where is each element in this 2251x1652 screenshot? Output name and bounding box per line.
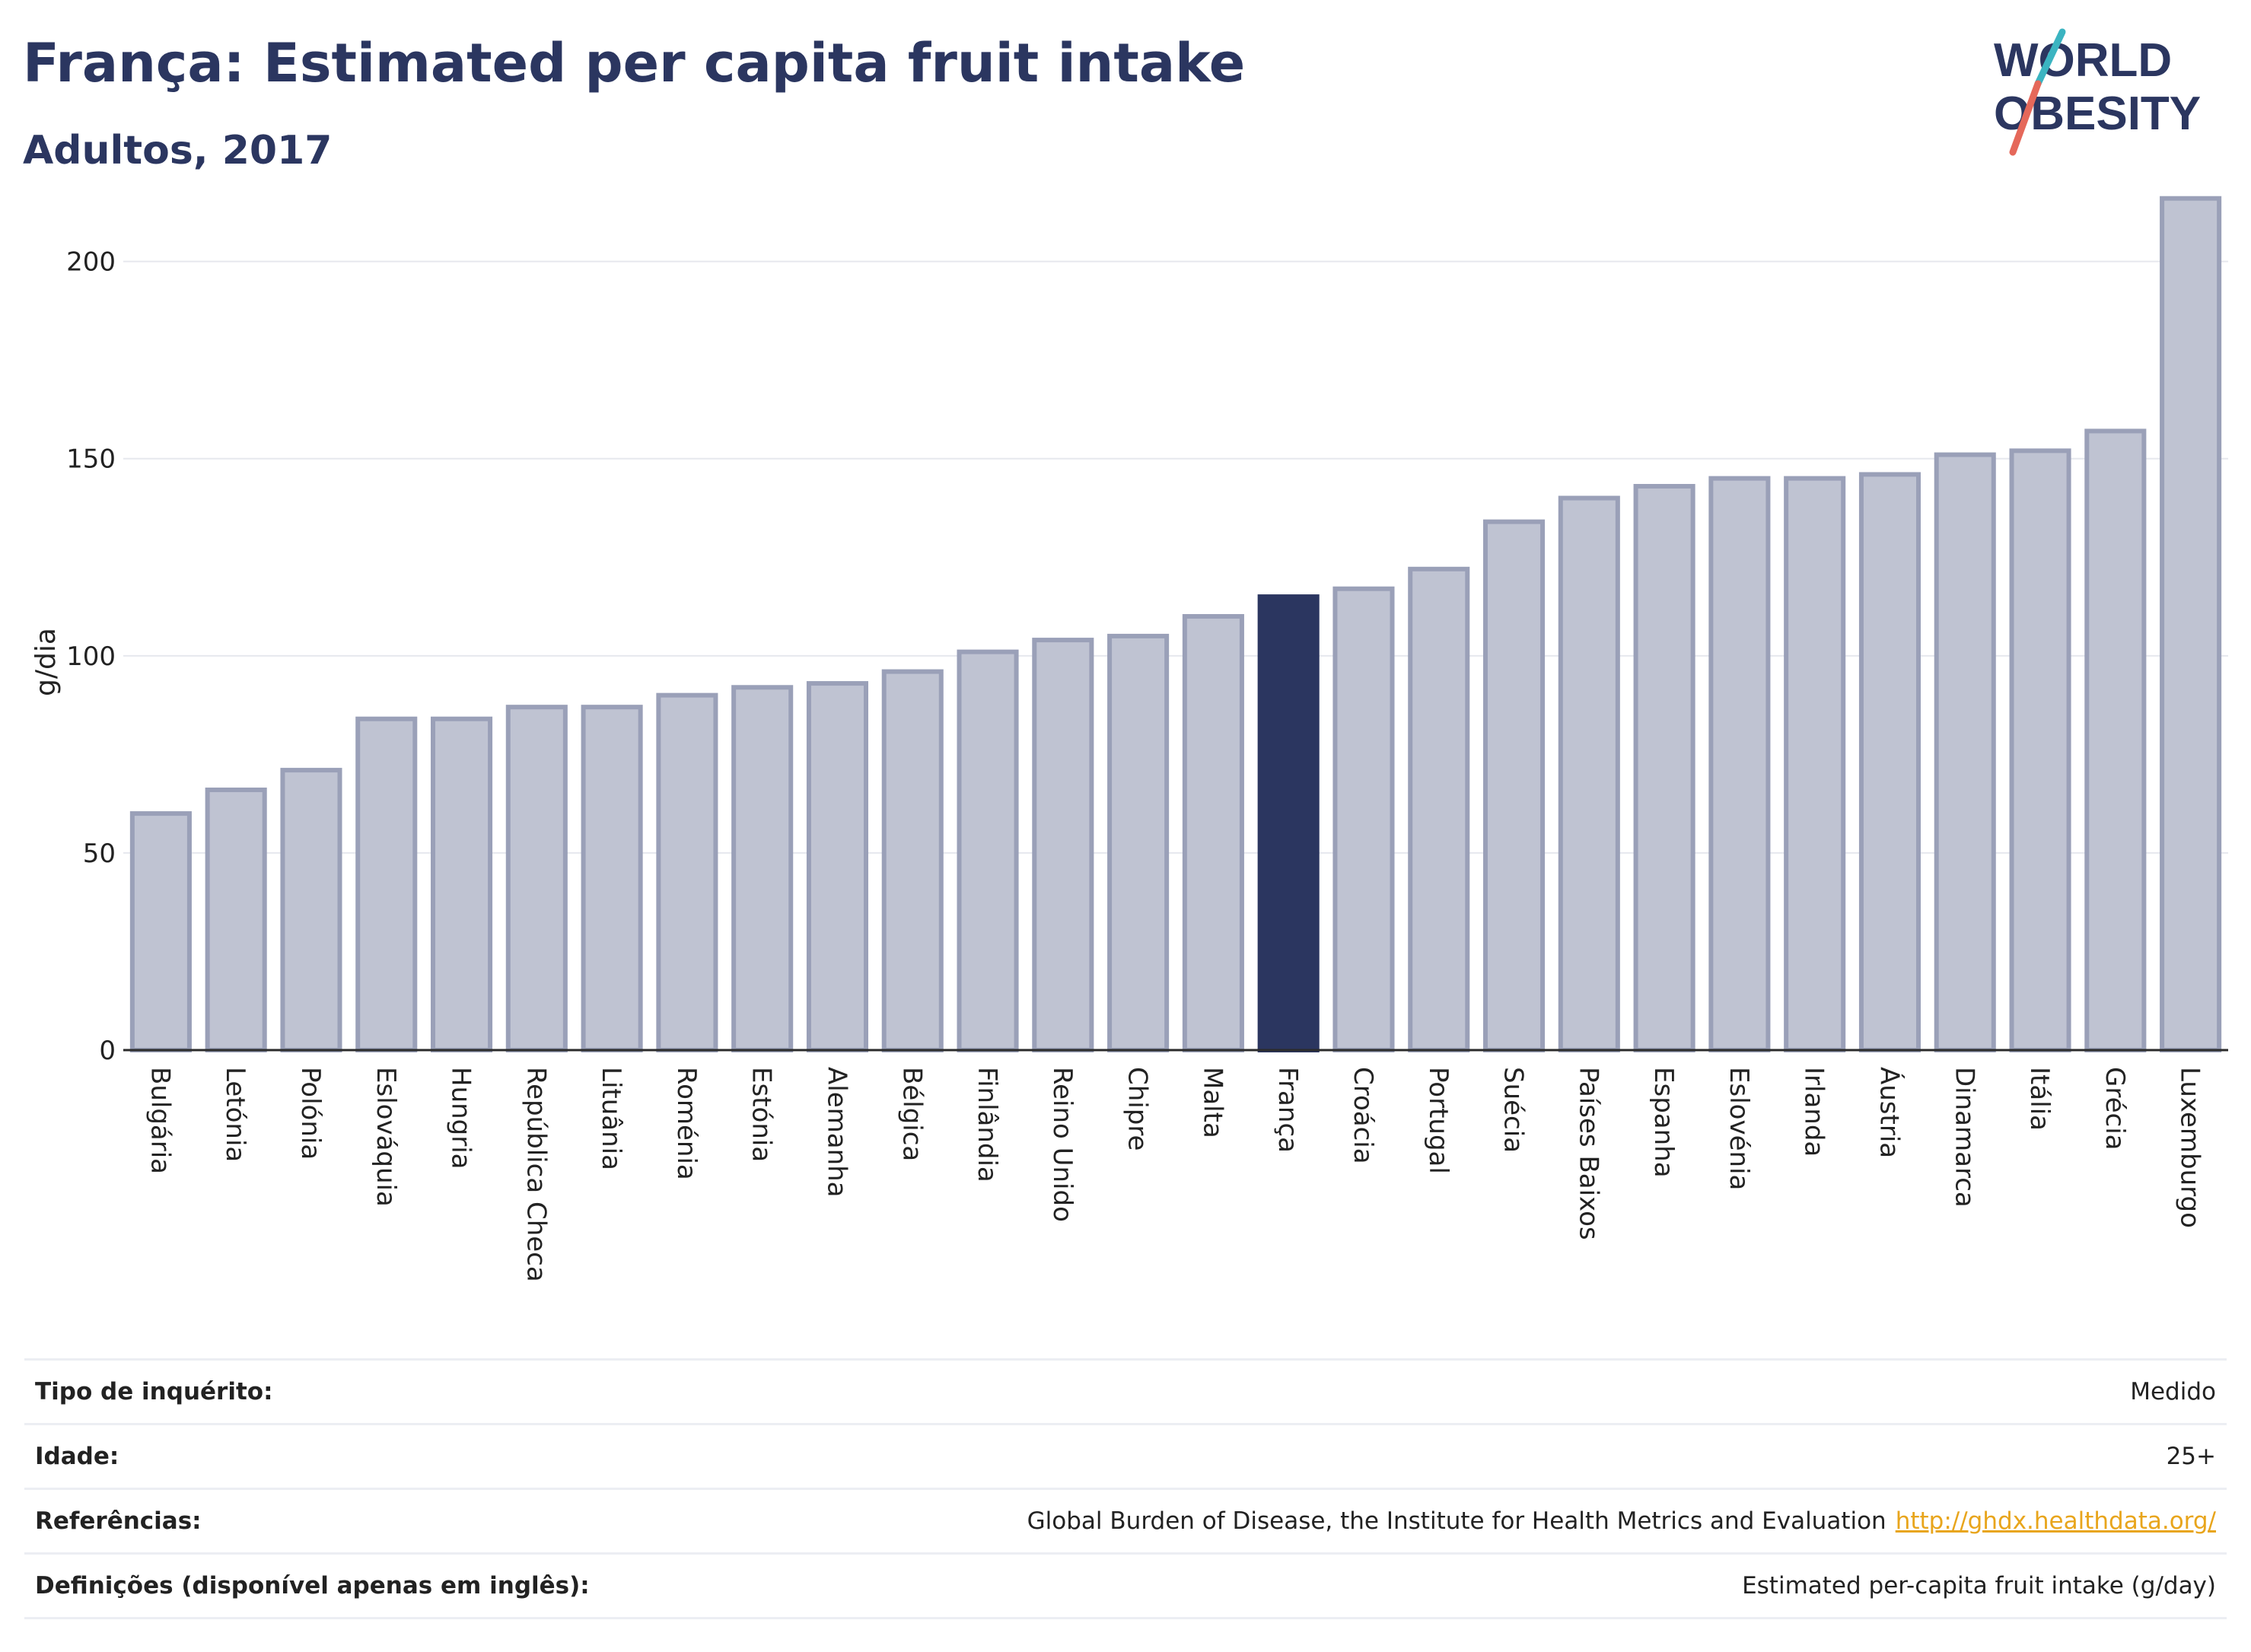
x-tick-label: Itália <box>2024 1067 2055 1131</box>
x-tick-label: Áustria <box>1874 1067 1905 1158</box>
x-tick-label: Bélgica <box>896 1067 927 1161</box>
bar <box>2160 196 2222 1052</box>
bar <box>581 705 643 1052</box>
x-tick-label: República Checa <box>521 1067 551 1282</box>
x-tick-label: França <box>1272 1067 1303 1153</box>
info-row-definitions: Definições (disponível apenas em inglês)… <box>24 1555 2227 1619</box>
bar <box>806 681 869 1052</box>
x-tick-label: Alemanha <box>821 1067 852 1198</box>
x-tick-label: Portugal <box>1423 1067 1453 1174</box>
x-tick-label: Luxemburgo <box>2175 1067 2205 1228</box>
bar <box>1482 519 1546 1052</box>
bar <box>1934 452 1996 1052</box>
info-row-survey-type: Tipo de inquérito: Medido <box>24 1361 2227 1425</box>
chart-subtitle: Adultos, 2017 <box>23 128 333 173</box>
x-tick-label: Estónia <box>747 1067 777 1162</box>
bar <box>1332 586 1395 1052</box>
logo-slash-top <box>2034 28 2066 88</box>
info-value-references: Global Burden of Disease, the Institute … <box>1027 1507 2216 1535</box>
x-tick-label: Lituânia <box>596 1067 626 1170</box>
info-label: Tipo de inquérito: <box>35 1378 273 1405</box>
bar <box>1784 476 1846 1052</box>
chart-title: França: Estimated per capita fruit intak… <box>23 32 1246 94</box>
x-tick-label: Malta <box>1197 1067 1227 1138</box>
bar <box>1633 484 1695 1052</box>
info-label: Referências: <box>35 1507 202 1535</box>
y-tick-label: 50 <box>83 839 116 869</box>
world-obesity-logo: WORLD OBESITY <box>1994 28 2201 156</box>
x-tick-label: Roménia <box>671 1067 702 1180</box>
x-tick-label: Letónia <box>220 1067 250 1162</box>
bar <box>1558 495 1620 1052</box>
info-value: Estimated per-capita fruit intake (g/day… <box>1742 1572 2216 1599</box>
y-tick-label: 100 <box>66 641 116 672</box>
bar <box>656 692 718 1052</box>
info-value: 25+ <box>2166 1443 2216 1470</box>
bar <box>205 788 267 1052</box>
bar <box>2084 428 2147 1052</box>
bar <box>1858 472 1921 1052</box>
bar <box>881 669 944 1053</box>
x-tick-label: Polónia <box>295 1067 326 1160</box>
logo-slash-bottom <box>2009 80 2042 156</box>
y-axis-label: g/dia <box>30 628 62 696</box>
bar <box>957 649 1019 1052</box>
y-tick-label: 200 <box>66 247 116 278</box>
bar-highlight <box>1257 594 1320 1052</box>
info-label: Idade: <box>35 1443 119 1470</box>
bar <box>1708 476 1771 1052</box>
bar <box>1107 633 1170 1052</box>
x-tick-label: Croácia <box>1348 1067 1378 1164</box>
info-value: Medido <box>2130 1378 2216 1405</box>
x-tick-label: Dinamarca <box>1949 1067 1979 1208</box>
bar <box>430 716 493 1053</box>
bar <box>355 716 418 1053</box>
bar <box>505 705 568 1052</box>
y-tick-label: 150 <box>66 444 116 475</box>
x-tick-label: Grécia <box>2100 1067 2130 1150</box>
bar <box>1408 566 1470 1052</box>
x-tick-label: Eslovénia <box>1724 1067 1754 1190</box>
x-tick-label: Bulgária <box>145 1067 175 1174</box>
info-row-references: Referências: Global Burden of Disease, t… <box>24 1490 2227 1555</box>
bar <box>1032 638 1094 1052</box>
bar-chart: 0 50 100 150 200 g/dia Bulgária Letónia Polónia E… <box>30 196 2228 1282</box>
x-tick-label: Reino Unido <box>1047 1067 1078 1222</box>
info-label: Definições (disponível apenas em inglês)… <box>35 1572 590 1599</box>
x-tick-label: Finlândia <box>972 1067 1002 1183</box>
x-tick-label: Espanha <box>1648 1067 1679 1178</box>
x-tick-label: Chipre <box>1122 1067 1153 1151</box>
x-tick-label: Países Baixos <box>1573 1067 1603 1240</box>
bar <box>2009 448 2071 1052</box>
x-tick-label: Irlanda <box>1799 1067 1829 1157</box>
info-table: Tipo de inquérito: Medido Idade: 25+ Ref… <box>24 1358 2227 1619</box>
x-tick-label: Hungria <box>446 1067 476 1170</box>
bar <box>731 685 794 1052</box>
bar <box>129 811 192 1053</box>
reference-text: Global Burden of Disease, the Institute … <box>1027 1507 1886 1535</box>
bar <box>1182 614 1244 1052</box>
reference-link[interactable]: http://ghdx.healthdata.org/ <box>1895 1507 2216 1535</box>
logo-line1: WORLD <box>1994 34 2172 87</box>
y-tick-label: 0 <box>99 1036 116 1066</box>
x-tick-label: Suécia <box>1498 1067 1529 1153</box>
x-tick-label: Eslováquia <box>371 1067 401 1207</box>
info-row-age: Idade: 25+ <box>24 1425 2227 1490</box>
bar <box>280 768 342 1052</box>
